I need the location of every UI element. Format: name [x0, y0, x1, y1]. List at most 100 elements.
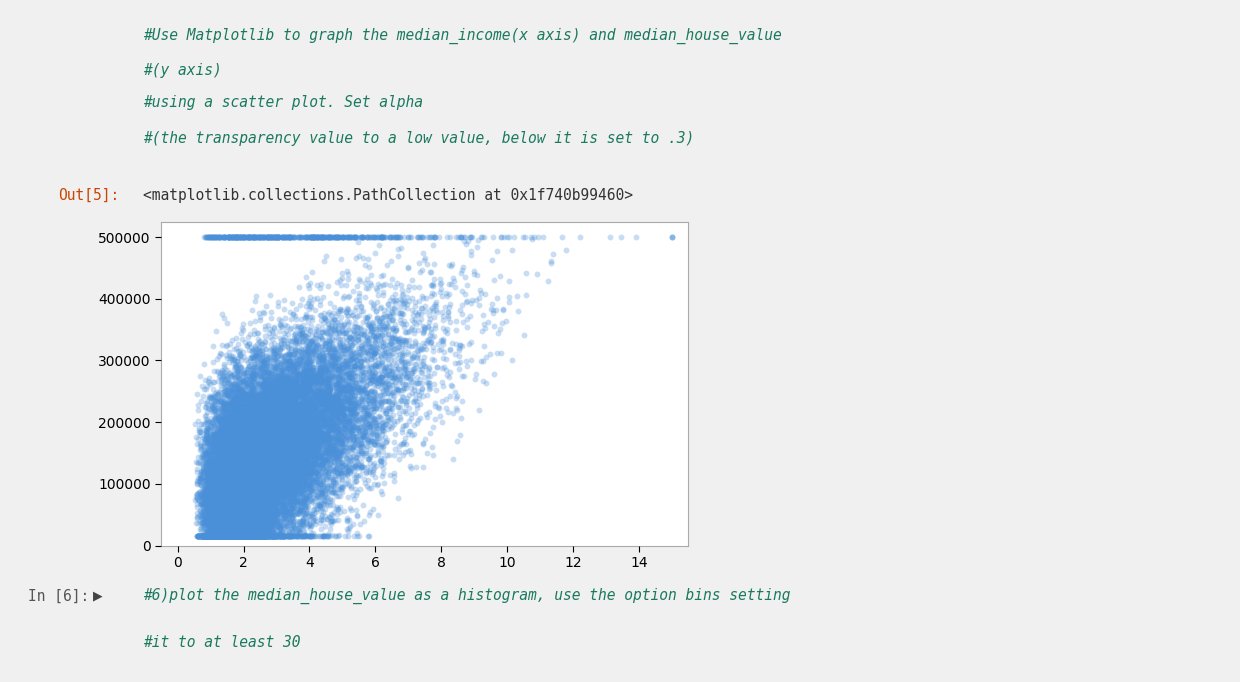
Point — [221, 424, 241, 434]
Point — [346, 318, 366, 329]
Point — [360, 464, 379, 475]
Point — [252, 492, 272, 503]
Point — [319, 402, 339, 413]
Point — [223, 435, 243, 446]
Point — [372, 321, 392, 332]
Point — [206, 531, 226, 542]
Point — [301, 356, 321, 367]
Point — [342, 462, 362, 473]
Point — [217, 518, 237, 529]
Point — [200, 477, 219, 488]
Point — [285, 368, 305, 379]
Point — [227, 405, 247, 416]
Point — [196, 531, 216, 542]
Point — [248, 468, 268, 479]
Point — [277, 443, 296, 454]
Point — [342, 459, 362, 470]
Point — [408, 344, 428, 355]
Point — [242, 531, 262, 542]
Point — [412, 232, 432, 243]
Point — [222, 461, 242, 472]
Point — [248, 488, 268, 499]
Point — [250, 467, 270, 478]
Point — [326, 368, 346, 379]
Point — [254, 525, 274, 536]
Point — [310, 383, 330, 394]
Point — [229, 531, 249, 542]
Point — [202, 531, 222, 542]
Point — [270, 412, 290, 423]
Point — [232, 441, 252, 451]
Point — [280, 443, 300, 454]
Point — [224, 232, 244, 243]
Point — [288, 377, 308, 388]
Point — [281, 364, 301, 374]
Point — [348, 398, 368, 409]
Point — [250, 433, 270, 444]
Point — [250, 484, 270, 495]
Point — [198, 531, 218, 542]
Point — [201, 456, 221, 467]
Point — [320, 454, 340, 464]
Point — [218, 488, 238, 499]
Point — [269, 400, 289, 411]
Point — [320, 413, 340, 424]
Point — [301, 388, 321, 399]
Point — [252, 518, 272, 529]
Point — [227, 455, 247, 466]
Point — [228, 446, 248, 457]
Point — [210, 479, 229, 490]
Point — [258, 502, 278, 513]
Point — [202, 452, 222, 463]
Point — [263, 402, 283, 413]
Point — [222, 488, 242, 499]
Point — [233, 518, 253, 529]
Point — [239, 439, 259, 449]
Point — [223, 500, 243, 511]
Point — [201, 496, 221, 507]
Point — [242, 474, 262, 485]
Point — [234, 479, 254, 490]
Point — [223, 481, 243, 492]
Point — [279, 232, 299, 243]
Point — [234, 449, 254, 460]
Point — [249, 466, 269, 477]
Point — [241, 411, 260, 421]
Point — [268, 437, 288, 448]
Point — [201, 517, 221, 528]
Point — [253, 417, 273, 428]
Point — [376, 232, 396, 243]
Point — [218, 484, 238, 494]
Point — [252, 494, 272, 505]
Point — [533, 232, 553, 243]
Point — [277, 406, 296, 417]
Point — [201, 232, 221, 243]
Point — [272, 464, 291, 475]
Point — [280, 391, 300, 402]
Point — [250, 527, 270, 537]
Point — [290, 415, 310, 426]
Point — [221, 430, 241, 441]
Point — [216, 472, 236, 483]
Point — [201, 479, 221, 490]
Point — [363, 413, 383, 424]
Point — [242, 476, 262, 487]
Point — [312, 485, 332, 496]
Point — [253, 447, 273, 458]
Point — [329, 414, 348, 425]
Point — [352, 426, 372, 436]
Point — [248, 443, 268, 454]
Point — [350, 350, 370, 361]
Point — [260, 507, 280, 518]
Point — [224, 531, 244, 542]
Point — [248, 503, 268, 514]
Point — [247, 477, 267, 488]
Point — [283, 421, 303, 432]
Point — [238, 531, 258, 542]
Point — [274, 365, 294, 376]
Point — [239, 485, 259, 496]
Point — [475, 232, 495, 243]
Point — [277, 484, 296, 494]
Point — [298, 316, 317, 327]
Point — [279, 379, 299, 389]
